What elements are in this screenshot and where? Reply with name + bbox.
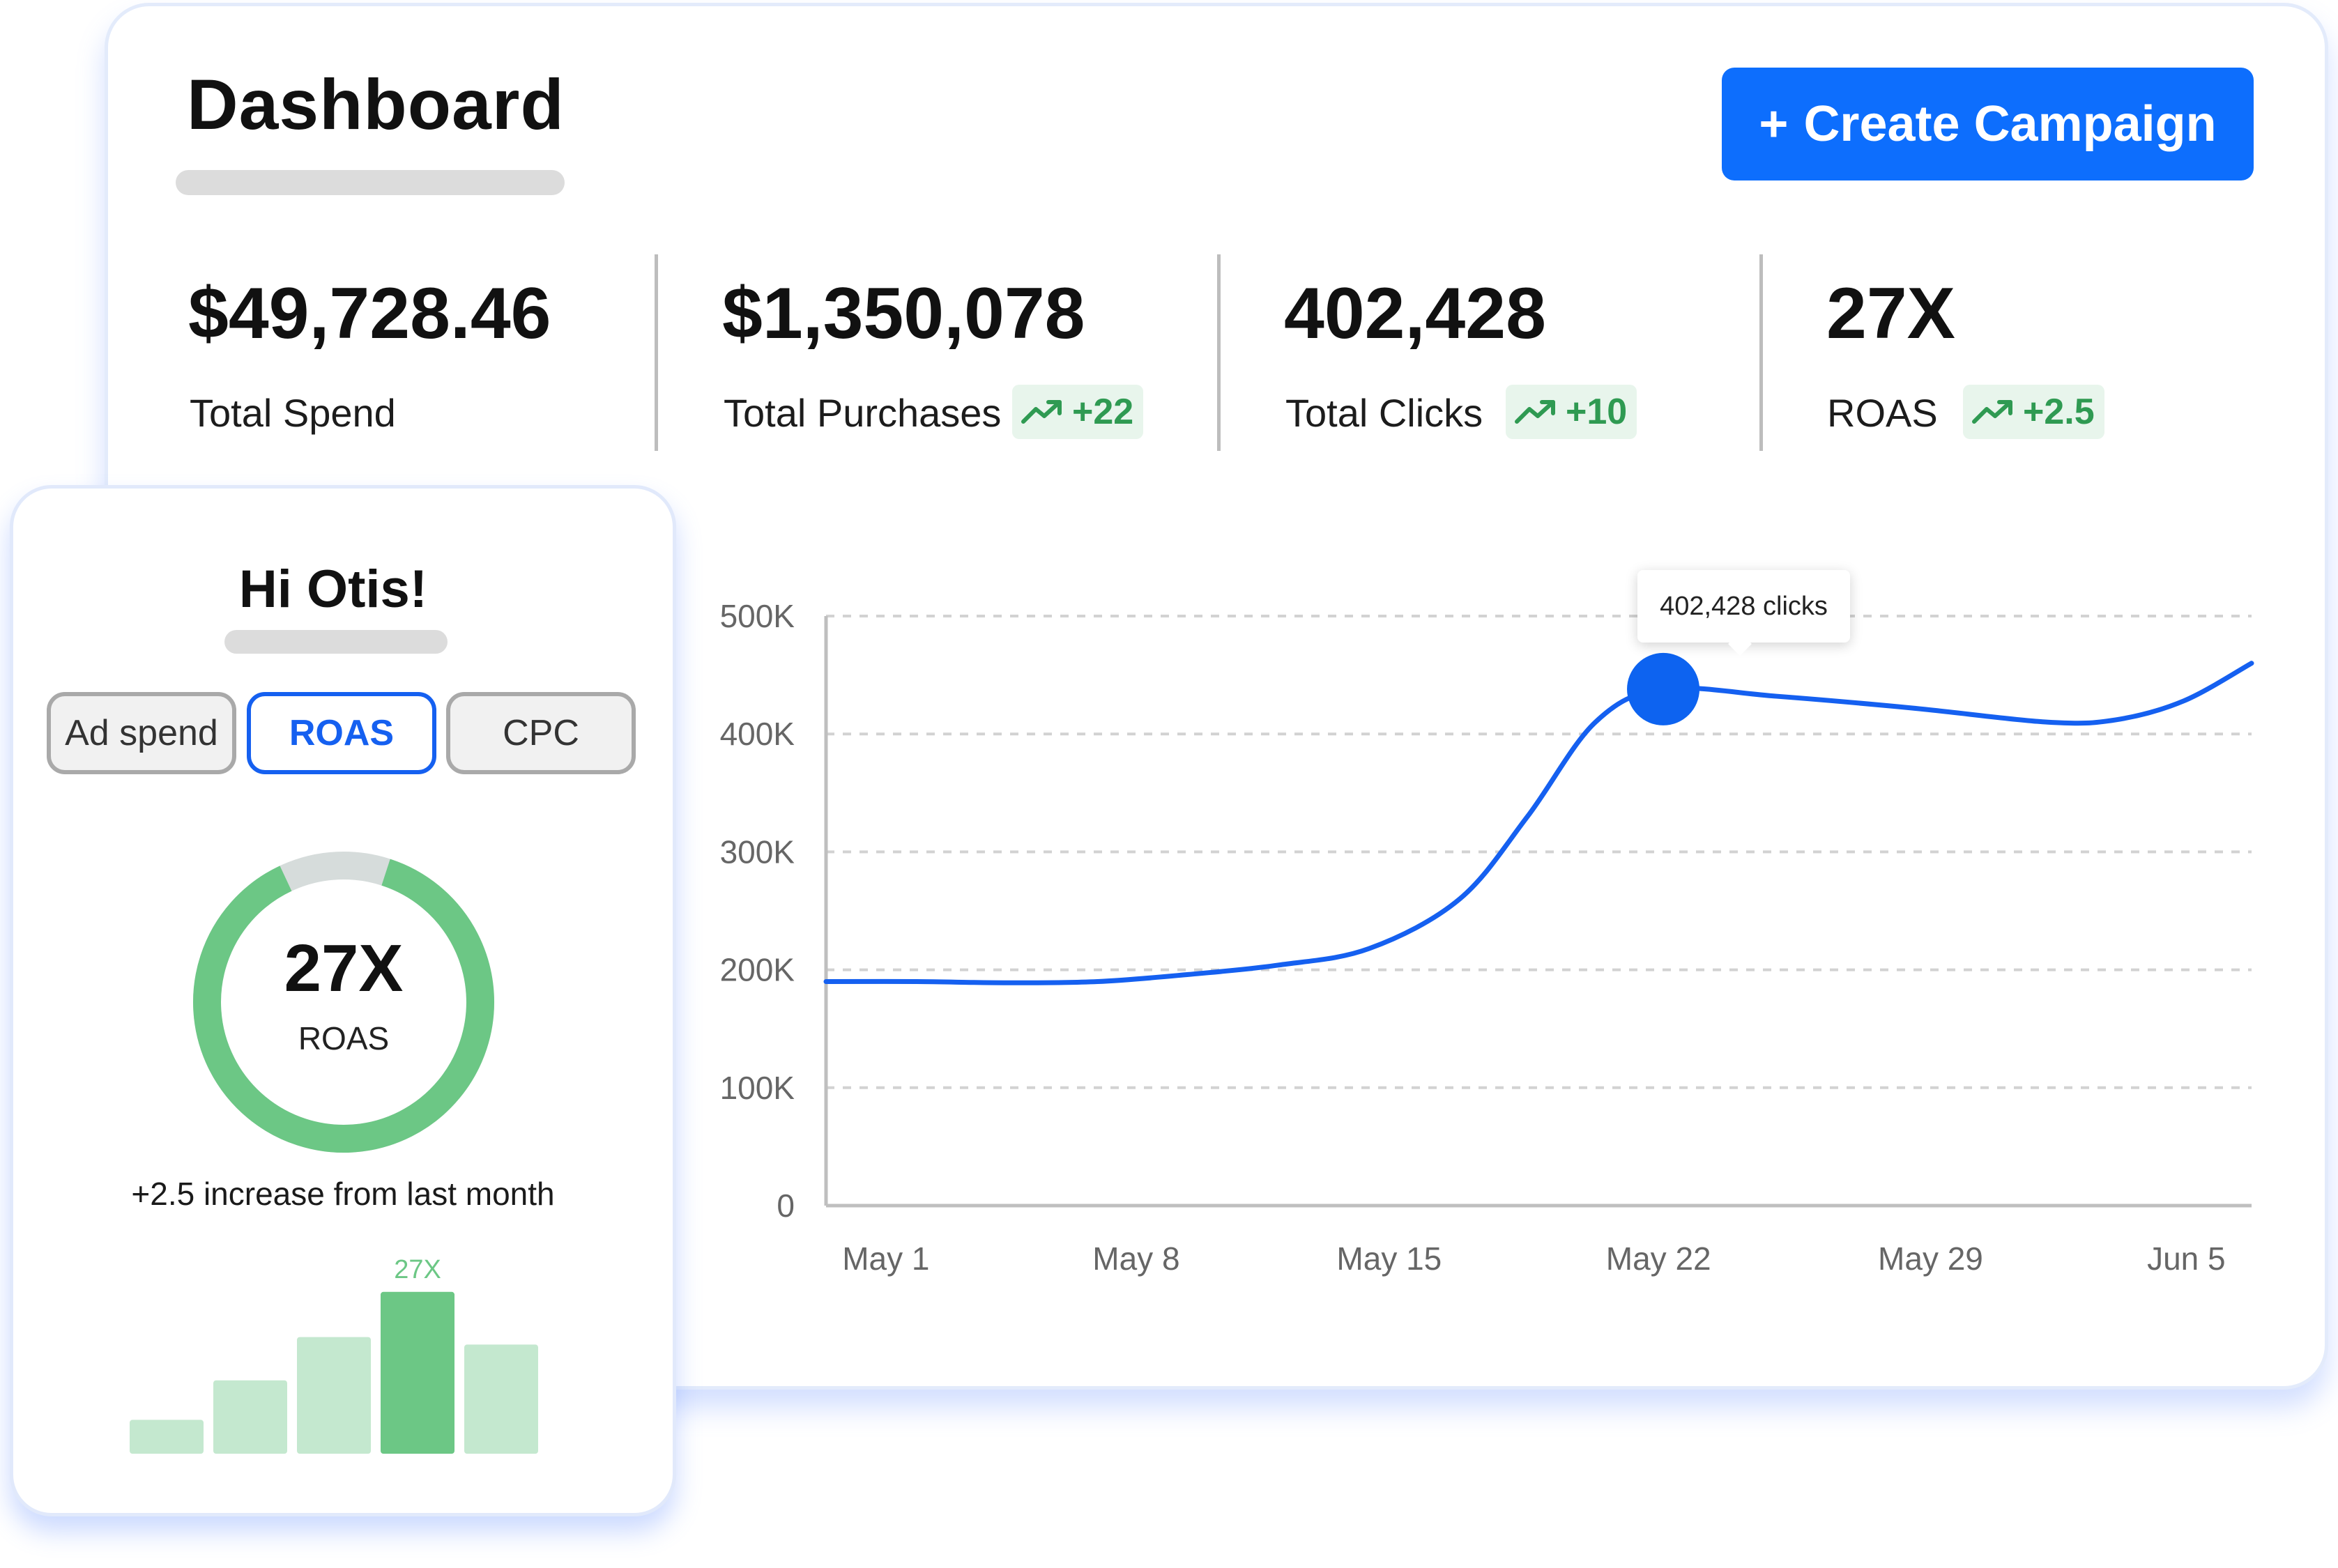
x-tick-label: May 15	[1336, 1240, 1442, 1277]
plus-icon: +	[1759, 96, 1789, 152]
roas-mini-bar-chart: 27X	[130, 1255, 538, 1454]
title-placeholder-bar	[176, 170, 565, 195]
bar	[130, 1420, 204, 1454]
x-tick-label: May 1	[842, 1240, 929, 1277]
x-tick-label: May 29	[1878, 1240, 1983, 1277]
y-tick-label: 200K	[720, 952, 795, 988]
roas-donut-chart	[193, 852, 494, 1153]
x-tick-label: May 22	[1606, 1240, 1711, 1277]
trend-up-icon	[1021, 400, 1062, 424]
total-spend-value: $49,728.46	[188, 273, 551, 354]
tooltip-text: 402,428 clicks	[1660, 591, 1828, 621]
donut-center-label: ROAS	[298, 1020, 390, 1056]
tab-ad-spend[interactable]: Ad spend	[47, 692, 236, 774]
clicks-trend-value: +10	[1566, 392, 1628, 432]
kpi-divider	[1759, 254, 1763, 451]
kpi-divider	[655, 254, 658, 451]
roas-trend-badge: +2.5	[1963, 385, 2104, 439]
chart-tooltip: 402,428 clicks	[1637, 570, 1850, 643]
clicks-series-line	[823, 661, 2254, 985]
purchases-trend-badge: +22	[1012, 385, 1144, 439]
y-tick-label: 500K	[720, 598, 795, 634]
roas-value: 27X	[1826, 273, 1956, 354]
increase-caption: +2.5 increase from last month	[131, 1176, 555, 1212]
total-spend-label: Total Spend	[190, 391, 396, 435]
kpi-divider	[1217, 254, 1221, 451]
roas-trend-value: +2.5	[2023, 392, 2095, 432]
trend-up-icon	[1515, 400, 1555, 424]
tab-cpc[interactable]: CPC	[446, 692, 636, 774]
total-clicks-label: Total Clicks	[1285, 391, 1483, 435]
bar	[213, 1380, 287, 1454]
clicks-line-chart: 0 100K 200K 300K 400K 500K May 1 May 8 May 15 May…	[720, 598, 2254, 1277]
highlighted-data-point[interactable]	[1627, 652, 1700, 725]
clicks-trend-badge: +10	[1506, 385, 1637, 439]
tab-roas[interactable]: ROAS	[247, 692, 436, 774]
create-campaign-button[interactable]: + Create Campaign	[1722, 68, 2254, 180]
page-title: Dashboard	[187, 65, 565, 144]
purchases-trend-value: +22	[1072, 392, 1134, 432]
y-tick-label: 300K	[720, 833, 795, 870]
x-tick-label: Jun 5	[2147, 1240, 2226, 1277]
y-tick-label: 0	[777, 1187, 795, 1224]
roas-label: ROAS	[1827, 391, 1938, 435]
create-campaign-label: Create Campaign	[1803, 96, 2217, 152]
bar	[297, 1337, 371, 1454]
bar	[464, 1344, 538, 1454]
total-clicks-value: 402,428	[1284, 273, 1546, 354]
bar-value-label: 27X	[394, 1255, 441, 1284]
y-tick-label: 400K	[720, 716, 795, 752]
highlighted-bar	[381, 1291, 454, 1454]
greeting-placeholder-bar	[224, 630, 448, 654]
total-purchases-label: Total Purchases	[724, 391, 1002, 435]
greeting: Hi Otis!	[238, 560, 428, 619]
donut-center-value: 27X	[284, 931, 404, 1006]
y-tick-label: 100K	[720, 1070, 795, 1106]
x-tick-label: May 8	[1092, 1240, 1179, 1277]
trend-up-icon	[1972, 400, 2012, 424]
total-purchases-value: $1,350,078	[722, 273, 1085, 354]
